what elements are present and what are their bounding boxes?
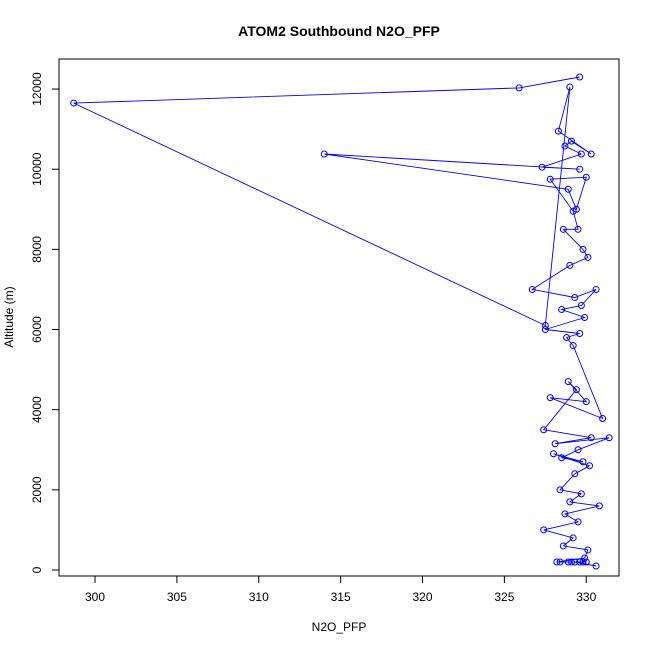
- series-line: [73, 76, 610, 567]
- chart-title: ATOM2 Southbound N2O_PFP: [238, 23, 440, 39]
- data-point: [561, 142, 569, 150]
- data-point: [571, 470, 579, 478]
- plot-frame: [58, 58, 620, 577]
- data-point: [561, 510, 569, 518]
- y-tick-label: 12000: [30, 72, 44, 106]
- data-point: [581, 314, 589, 321]
- data-point: [566, 83, 574, 91]
- data-point: [564, 378, 572, 386]
- x-tick-label: 300: [85, 590, 105, 604]
- data-point: [579, 558, 587, 566]
- x-tick-label: 310: [249, 590, 269, 604]
- data-point: [569, 207, 577, 215]
- data-point: [605, 434, 613, 442]
- data-point: [558, 305, 566, 313]
- data-point: [582, 398, 590, 406]
- data-point: [582, 173, 590, 181]
- data-point: [538, 163, 546, 171]
- x-axis-label: N2O_PFP: [312, 620, 367, 634]
- data-point: [568, 558, 576, 566]
- data-point: [571, 293, 579, 301]
- data-point: [584, 546, 592, 554]
- data-point: [577, 301, 585, 309]
- data-point: [546, 175, 554, 183]
- data-point: [541, 322, 549, 330]
- data-point: [572, 386, 580, 394]
- x-tick-label: 305: [167, 590, 187, 604]
- x-axis: 300 305 310 315 320 325 330: [85, 575, 597, 604]
- data-point: [541, 326, 549, 334]
- data-point: [576, 558, 584, 566]
- y-axis: 0 2000 4000 6000 8000 10000 12000: [30, 72, 60, 573]
- data-point: [576, 330, 584, 338]
- y-tick-label: 10000: [30, 152, 44, 186]
- data-point: [568, 137, 576, 145]
- data-point: [566, 498, 574, 506]
- data-point: [579, 245, 587, 253]
- y-tick-label: 2000: [30, 476, 44, 503]
- data-point: [70, 99, 78, 107]
- data-point: [584, 253, 592, 261]
- data-point: [515, 84, 523, 92]
- data-point: [528, 285, 536, 293]
- data-point: [595, 502, 603, 510]
- data-point: [592, 562, 600, 570]
- data-point: [577, 150, 585, 158]
- data-point: [546, 394, 554, 402]
- data-point: [559, 225, 567, 233]
- y-tick-label: 4000: [30, 396, 44, 423]
- data-point: [599, 414, 607, 422]
- data-point: [581, 554, 589, 562]
- data-point: [540, 426, 548, 434]
- data-point: [554, 127, 562, 135]
- data-point: [586, 462, 594, 470]
- series-layer: [70, 73, 613, 570]
- data-point: [556, 486, 564, 494]
- data-point: [582, 558, 590, 566]
- data-point: [558, 454, 566, 462]
- x-tick-label: 330: [576, 590, 596, 604]
- data-point: [571, 558, 579, 566]
- data-point: [587, 150, 595, 158]
- y-tick-label: 0: [30, 566, 44, 573]
- data-point: [550, 450, 558, 458]
- data-point: [320, 150, 328, 158]
- data-point: [577, 490, 585, 498]
- data-point: [587, 434, 595, 442]
- data-point: [592, 285, 600, 293]
- data-point: [574, 225, 582, 233]
- x-tick-label: 315: [331, 590, 351, 604]
- data-point: [564, 185, 572, 193]
- data-point: [553, 558, 561, 566]
- data-point: [564, 558, 572, 566]
- data-point: [566, 261, 574, 269]
- y-axis-label: Altitude (m): [2, 286, 16, 347]
- x-tick-label: 325: [494, 590, 514, 604]
- y-tick-label: 8000: [30, 236, 44, 263]
- data-point: [576, 73, 584, 81]
- y-tick-label: 6000: [30, 316, 44, 343]
- data-point: [540, 526, 548, 534]
- data-point: [574, 518, 582, 526]
- data-point: [576, 165, 584, 173]
- data-point: [569, 534, 577, 542]
- data-point: [559, 542, 567, 550]
- data-point: [563, 334, 571, 342]
- data-point: [569, 342, 577, 350]
- data-point: [574, 446, 582, 454]
- x-tick-label: 320: [412, 590, 432, 604]
- data-point: [556, 558, 564, 566]
- data-point: [579, 458, 587, 466]
- data-point: [551, 440, 559, 448]
